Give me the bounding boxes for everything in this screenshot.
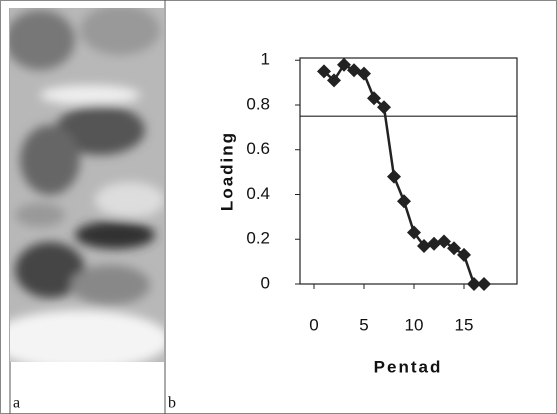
data-point [437, 234, 451, 249]
grayscale-map [10, 8, 164, 362]
y-tick-label: 0.6 [246, 139, 270, 158]
y-tick-label: 0 [261, 273, 270, 292]
data-point [367, 91, 381, 106]
y-tick-label: 0.4 [246, 184, 270, 203]
data-point [387, 169, 401, 184]
x-tick-label: 15 [455, 315, 474, 334]
data-point [477, 277, 491, 291]
x-tick-label: 10 [405, 315, 424, 334]
x-tick-label: 5 [359, 315, 368, 334]
y-axis-title: Loading [217, 131, 236, 211]
data-point [377, 100, 391, 115]
data-point [467, 277, 481, 291]
data-point [397, 194, 411, 209]
x-tick-label: 0 [309, 315, 318, 334]
data-point [407, 225, 421, 240]
panel-label: a [13, 395, 20, 412]
y-tick-label: 1 [261, 50, 270, 69]
data-point [317, 64, 331, 79]
plot-frame [299, 57, 518, 285]
data-point [447, 241, 461, 256]
panel-label: b [168, 395, 176, 412]
data-line [323, 63, 484, 286]
y-tick-label: 0.2 [246, 229, 270, 248]
data-point [417, 238, 431, 253]
data-point [357, 66, 371, 81]
data-point [457, 247, 471, 262]
data-point [327, 73, 341, 88]
data-point [337, 57, 351, 72]
x-axis-title: Pentad [374, 357, 443, 376]
y-tick-label: 0.8 [246, 94, 270, 113]
data-point [427, 236, 441, 251]
